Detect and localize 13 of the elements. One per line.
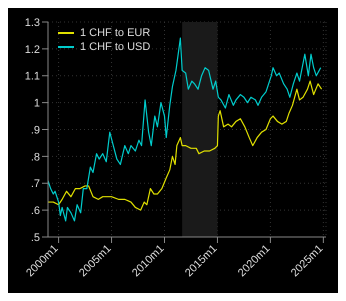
y-tick-label: .7 — [30, 178, 40, 190]
y-tick-label: .8 — [30, 151, 40, 164]
y-tick-label: 1.3 — [24, 16, 40, 29]
line-series — [48, 80, 322, 211]
y-tick-label: .6 — [30, 205, 40, 218]
y-tick-label: 1.1 — [24, 70, 40, 83]
y-tick-label: .9 — [30, 124, 40, 136]
y-tick-label: 1 — [34, 98, 40, 110]
legend-label: 1 CHF to EUR — [80, 27, 150, 39]
legend-label: 1 CHF to USD — [80, 41, 150, 53]
line-series — [48, 38, 322, 222]
y-tick-label: .5 — [30, 232, 40, 244]
y-tick-label: 1.2 — [24, 44, 40, 56]
